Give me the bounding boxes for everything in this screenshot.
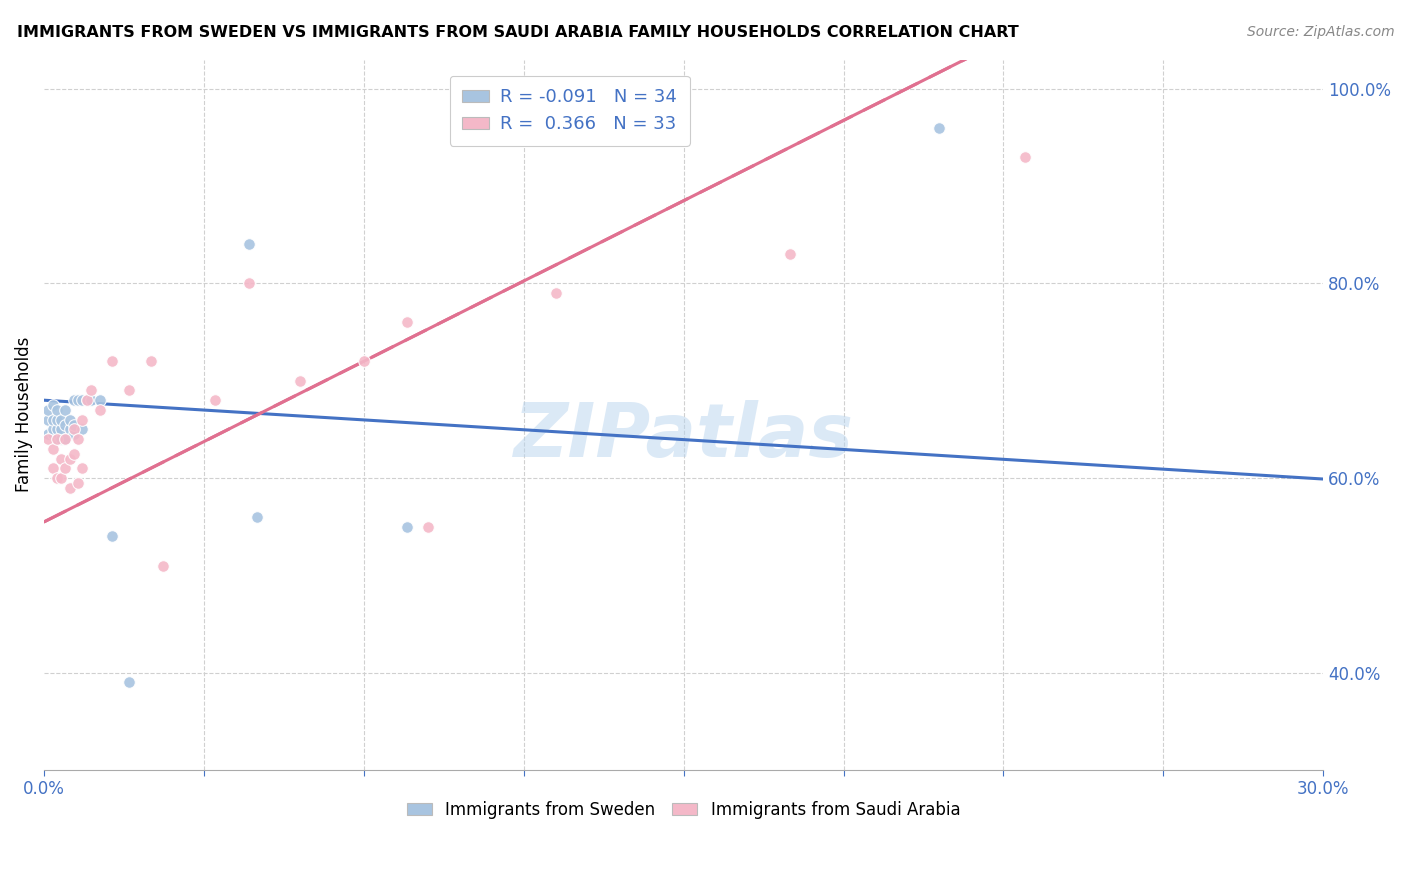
Point bbox=[928, 120, 950, 135]
Point bbox=[55, 417, 77, 432]
Point bbox=[41, 461, 63, 475]
Point bbox=[45, 403, 67, 417]
Point bbox=[80, 384, 103, 398]
Point bbox=[779, 247, 801, 261]
Point bbox=[63, 447, 86, 461]
Point bbox=[72, 461, 94, 475]
Point bbox=[41, 427, 63, 442]
Point bbox=[395, 519, 418, 533]
Point bbox=[89, 403, 111, 417]
Point bbox=[41, 422, 63, 436]
Point bbox=[76, 393, 98, 408]
Point bbox=[45, 471, 67, 485]
Point bbox=[67, 393, 90, 408]
Point bbox=[76, 393, 98, 408]
Point bbox=[139, 354, 162, 368]
Point bbox=[395, 315, 418, 329]
Point bbox=[238, 277, 260, 291]
Point bbox=[45, 412, 67, 426]
Point bbox=[37, 432, 59, 446]
Text: Source: ZipAtlas.com: Source: ZipAtlas.com bbox=[1247, 25, 1395, 39]
Point bbox=[67, 432, 90, 446]
Point bbox=[51, 412, 73, 426]
Point bbox=[45, 422, 67, 436]
Point bbox=[118, 675, 141, 690]
Legend: Immigrants from Sweden, Immigrants from Saudi Arabia: Immigrants from Sweden, Immigrants from … bbox=[401, 794, 967, 826]
Point bbox=[63, 393, 86, 408]
Point bbox=[72, 393, 94, 408]
Point bbox=[288, 374, 311, 388]
Point bbox=[51, 422, 73, 436]
Text: IMMIGRANTS FROM SWEDEN VS IMMIGRANTS FROM SAUDI ARABIA FAMILY HOUSEHOLDS CORRELA: IMMIGRANTS FROM SWEDEN VS IMMIGRANTS FRO… bbox=[17, 25, 1018, 40]
Point bbox=[55, 432, 77, 446]
Point bbox=[59, 412, 82, 426]
Point bbox=[63, 417, 86, 432]
Point bbox=[45, 432, 67, 446]
Point bbox=[45, 432, 67, 446]
Point bbox=[41, 412, 63, 426]
Point bbox=[41, 442, 63, 456]
Point bbox=[37, 403, 59, 417]
Point bbox=[544, 286, 567, 301]
Point bbox=[37, 412, 59, 426]
Point bbox=[80, 393, 103, 408]
Point bbox=[55, 432, 77, 446]
Point bbox=[67, 475, 90, 490]
Point bbox=[51, 451, 73, 466]
Point bbox=[72, 412, 94, 426]
Point bbox=[72, 422, 94, 436]
Point bbox=[353, 354, 375, 368]
Point bbox=[51, 432, 73, 446]
Point bbox=[55, 461, 77, 475]
Point bbox=[59, 422, 82, 436]
Point bbox=[118, 384, 141, 398]
Point bbox=[416, 519, 439, 533]
Point bbox=[101, 354, 124, 368]
Point bbox=[59, 481, 82, 495]
Point bbox=[63, 422, 86, 436]
Point bbox=[55, 403, 77, 417]
Point bbox=[246, 510, 269, 524]
Point bbox=[1014, 150, 1036, 164]
Y-axis label: Family Households: Family Households bbox=[15, 337, 32, 492]
Text: ZIPatlas: ZIPatlas bbox=[513, 400, 853, 473]
Point bbox=[37, 427, 59, 442]
Point bbox=[41, 398, 63, 412]
Point bbox=[238, 237, 260, 252]
Point bbox=[51, 471, 73, 485]
Point bbox=[63, 427, 86, 442]
Point bbox=[89, 393, 111, 408]
Point bbox=[101, 529, 124, 543]
Point bbox=[59, 451, 82, 466]
Point bbox=[152, 558, 174, 573]
Point bbox=[204, 393, 226, 408]
